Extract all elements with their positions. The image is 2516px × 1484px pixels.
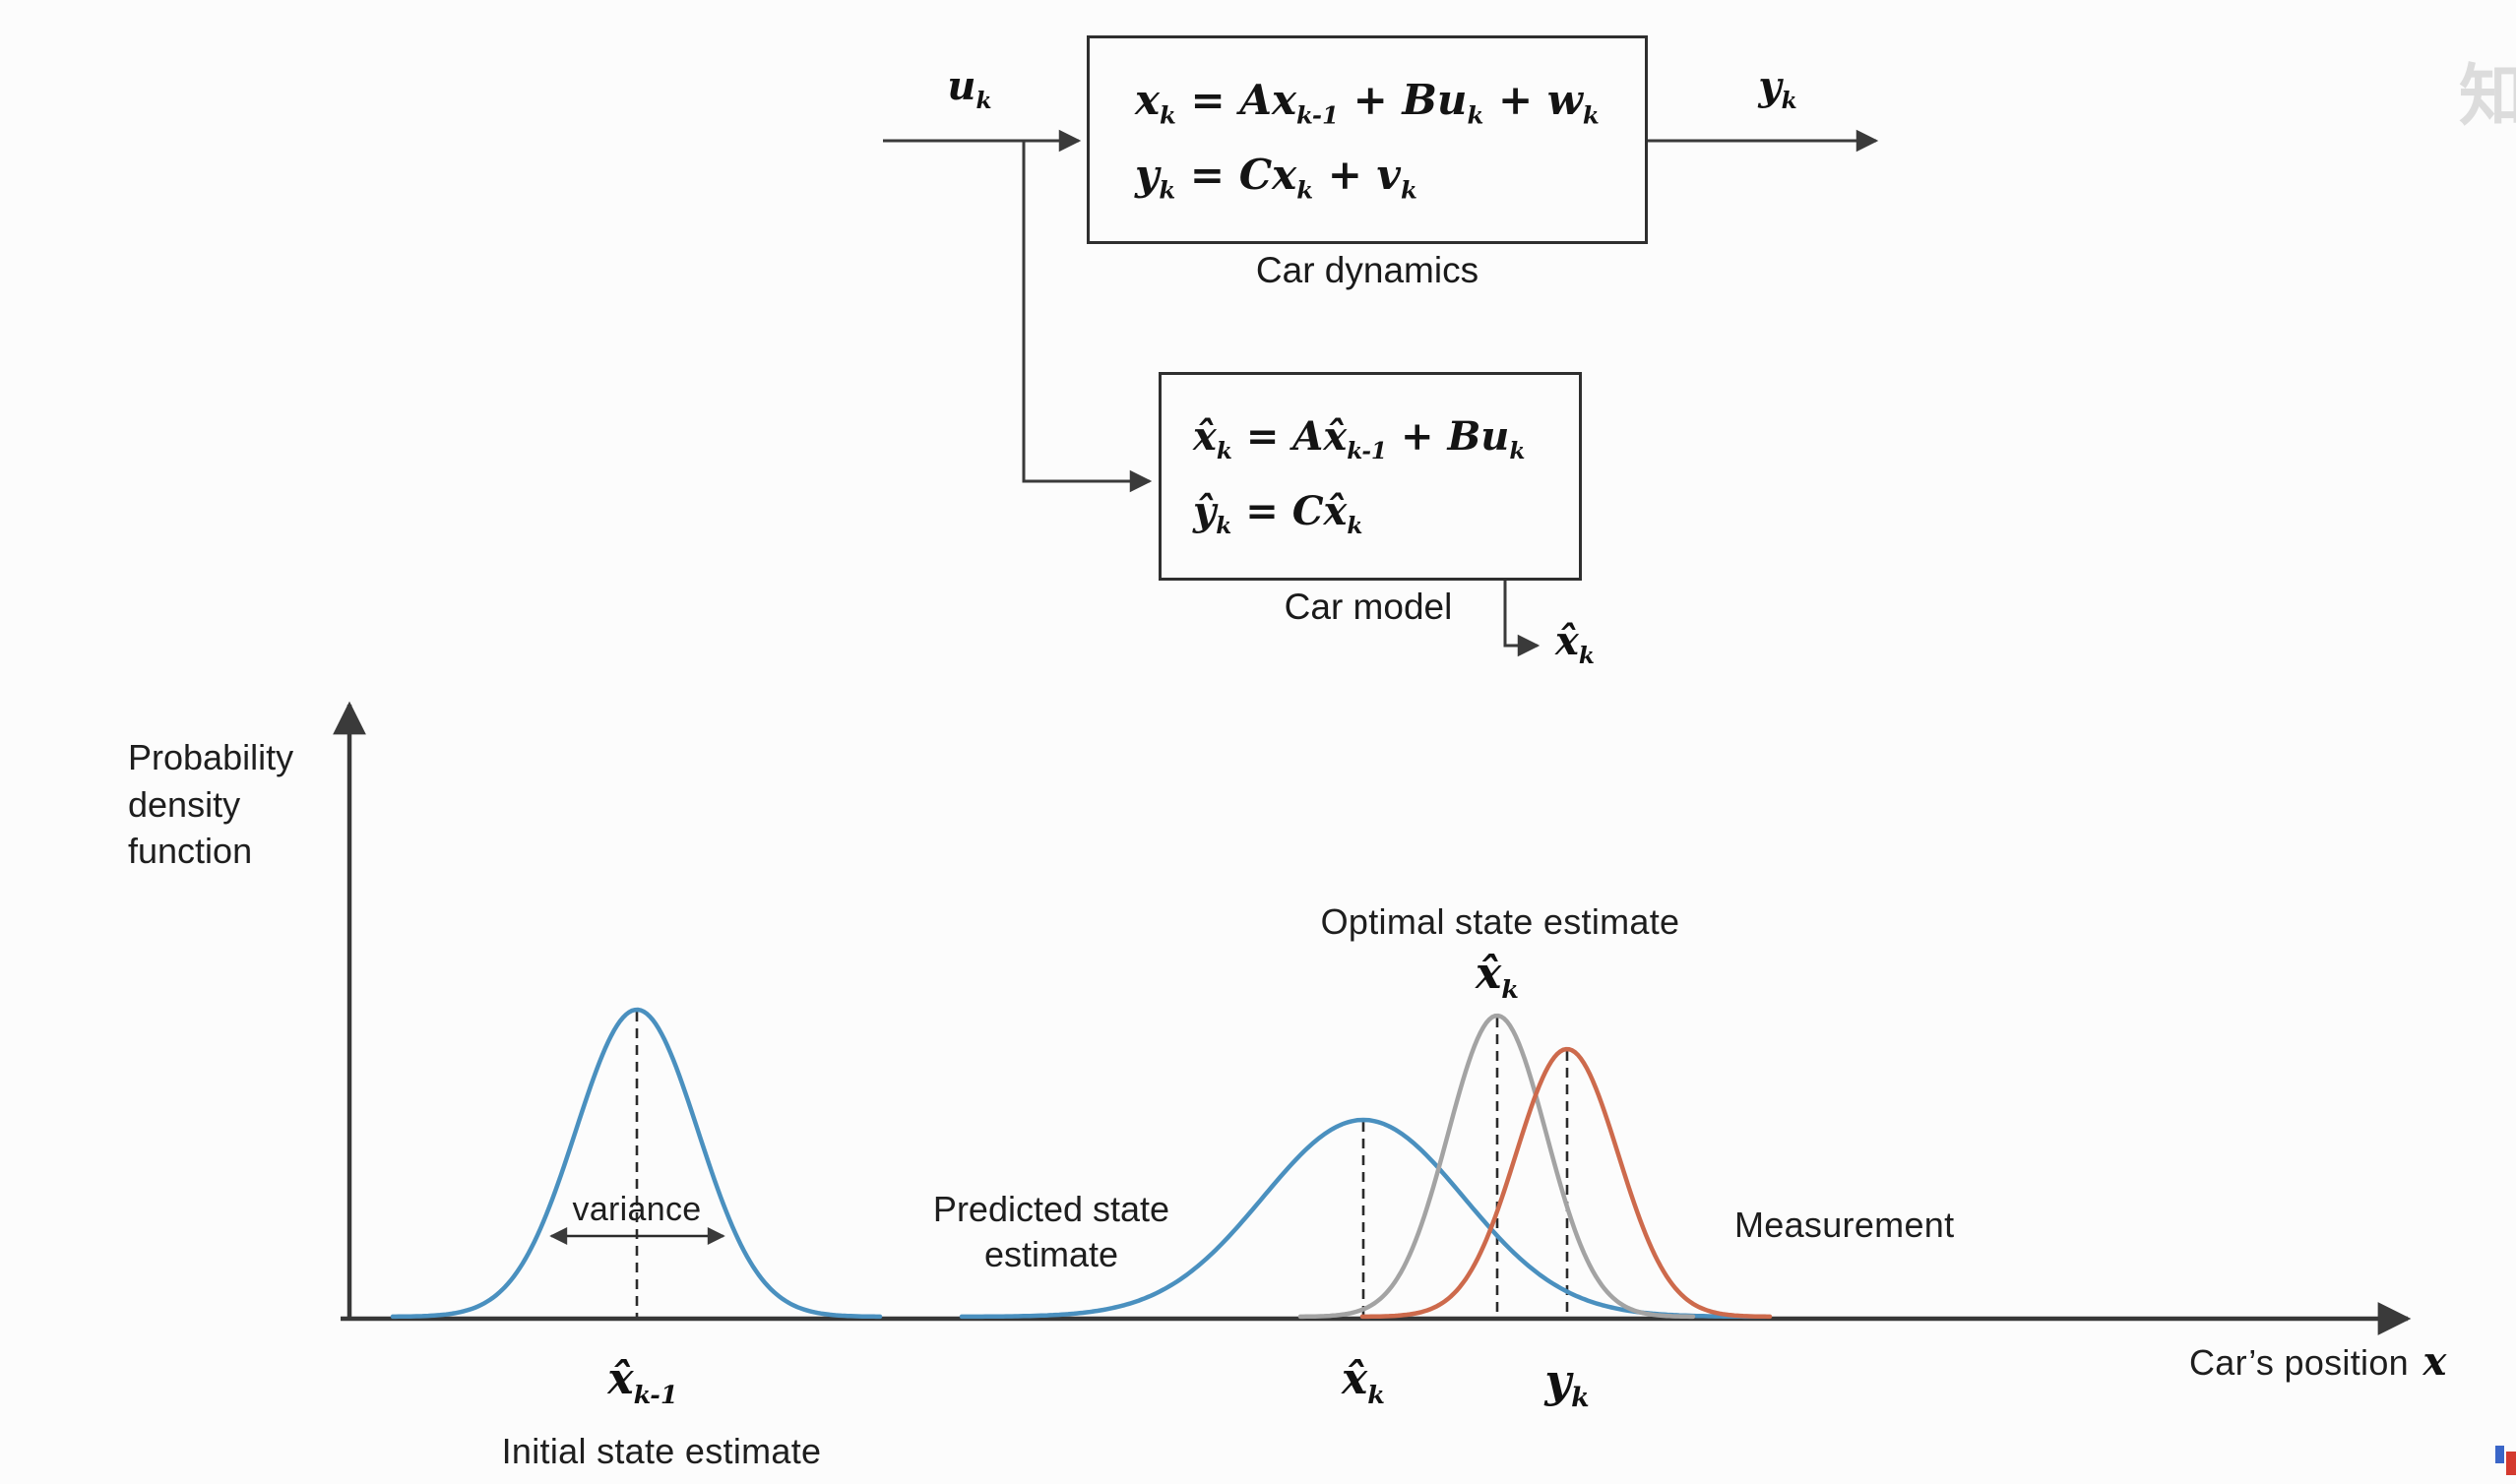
curve-optimal-state-estimate [1297,1013,1696,1320]
predicted-state-estimate-label: Predicted state estimate [932,1189,1170,1275]
watermark-bottom-right [2495,1444,2516,1475]
car-dynamics-caption: Car dynamics [1255,250,1479,290]
car-model-caption: Car model [1284,587,1453,627]
tick-label-initial: x̂k-1 [607,1354,678,1410]
watermark-glyph: 知 [2459,58,2516,136]
curve-measurement [1359,1046,1773,1320]
x-axis-variable: x [2422,1338,2447,1385]
car-dynamics-box: xk = Axk-1 + Buk + wk yk = Cxk + vk [1087,35,1648,244]
watermark-blue-mark [2495,1446,2504,1463]
optimal-state-estimate-label: Optimal state estimate [1320,901,1680,942]
initial-state-estimate-label: Initial state estimate [501,1431,822,1471]
car-model-box: x̂k = Ax̂k-1 + Buk ŷk = Cx̂k [1159,372,1582,581]
model-output-connector [1503,581,1541,657]
model-equation-output: ŷk = Cx̂k [1193,488,1363,539]
optimal-peak-label: x̂k [1476,949,1519,1005]
variance-label: variance [572,1191,702,1228]
branch-connector-to-model [1022,141,1153,493]
y-axis-label: Probability density function [128,737,294,872]
input-signal-label: uk [947,63,992,114]
measurement-label: Measurement [1734,1205,1955,1245]
watermark-red-mark [2506,1452,2516,1475]
x-axis-label: Car’s position x [2189,1338,2447,1385]
curves-layer [390,1007,1773,1320]
tick-label-measurement: yk [1544,1354,1590,1414]
output-signal-label: yk [1758,63,1797,114]
curve-initial-state-estimate [390,1007,883,1320]
dynamics-equation-state: xk = Axk-1 + Buk + wk [1135,75,1600,129]
model-equation-state: x̂k = Ax̂k-1 + Buk [1193,413,1526,464]
model-output-label: x̂k [1555,618,1595,669]
dynamics-equation-output: yk = Cxk + vk [1135,151,1417,205]
tick-label-predicted: x̂k [1342,1354,1385,1410]
